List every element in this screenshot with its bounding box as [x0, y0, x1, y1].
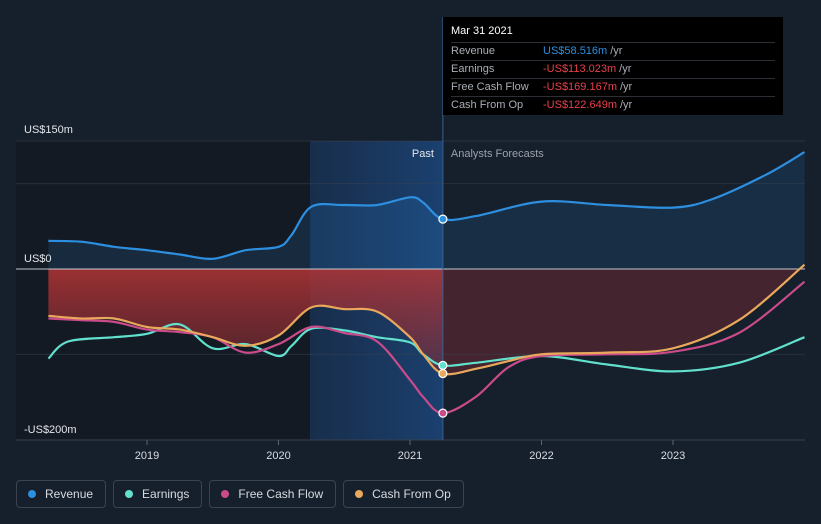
- x-tick-label: 2020: [266, 450, 290, 462]
- tooltip-row-label: Earnings: [451, 63, 495, 75]
- series-marker-earnings: [438, 360, 448, 370]
- legend: Revenue Earnings Free Cash Flow Cash From O…: [16, 480, 464, 508]
- legend-label: Earnings: [142, 487, 190, 501]
- legend-dot-icon: [28, 490, 36, 498]
- legend-item-cash-from-op[interactable]: Cash From Op: [343, 480, 464, 508]
- tooltip-row-unit: /yr: [620, 81, 633, 93]
- y-label-bottom: -US$200m: [24, 424, 77, 436]
- legend-dot-icon: [355, 490, 364, 498]
- series-marker-revenue: [438, 214, 448, 224]
- forecast-label: Analysts Forecasts: [451, 148, 544, 160]
- series-marker-free-cash-flow: [438, 408, 448, 418]
- legend-label: Free Cash Flow: [238, 487, 324, 501]
- legend-item-free-cash-flow[interactable]: Free Cash Flow: [209, 480, 337, 508]
- tooltip-row-label: Free Cash Flow: [451, 81, 529, 93]
- negative-area-forecast: [443, 264, 805, 375]
- legend-item-earnings[interactable]: Earnings: [113, 480, 203, 508]
- tooltip-row: Revenue US$58.516m/yr: [451, 42, 775, 60]
- tooltip-row: Earnings -US$113.023m/yr: [451, 60, 775, 78]
- tooltip-row-label: Cash From Op: [451, 99, 524, 111]
- x-tick-label: 2022: [529, 450, 553, 462]
- series-marker-cash-from-op: [438, 368, 448, 379]
- tooltip-row: Cash From Op -US$122.649m/yr: [451, 96, 775, 114]
- tooltip-row-unit: /yr: [620, 99, 633, 111]
- series-line-free-cash-flow: [48, 280, 806, 415]
- y-label-top: US$150m: [24, 124, 73, 136]
- tooltip-row-unit: /yr: [619, 63, 632, 75]
- tooltip-row-value: -US$113.023m: [543, 63, 617, 75]
- legend-dot-icon: [221, 490, 230, 498]
- x-tick-label: 2023: [661, 450, 685, 462]
- legend-item-revenue[interactable]: Revenue: [16, 480, 107, 508]
- tooltip-row-value: US$58.516m: [543, 45, 608, 57]
- tooltip-row: Free Cash Flow -US$169.167m/yr: [451, 78, 775, 96]
- series-line-cash-from-op: [48, 263, 806, 376]
- revenue-area: [48, 152, 805, 269]
- tooltip-date: Mar 31 2021: [451, 25, 513, 37]
- negative-area-past: [48, 269, 443, 374]
- tooltip-row-unit: /yr: [610, 45, 623, 57]
- tooltip-row-label: Revenue: [451, 45, 496, 57]
- x-tick-label: 2021: [398, 450, 422, 462]
- y-label-zero: US$0: [24, 253, 52, 265]
- legend-dot-icon: [125, 490, 134, 498]
- x-tick-label: 2019: [135, 450, 159, 462]
- legend-label: Revenue: [45, 487, 94, 501]
- tooltip-row-value: -US$169.167m: [543, 81, 617, 93]
- past-label: Past: [412, 148, 434, 160]
- tooltip: Mar 31 2021 Revenue US$58.516m/yr Earnings…: [443, 17, 783, 115]
- legend-label: Cash From Op: [372, 487, 451, 501]
- tooltip-row-value: -US$122.649m: [543, 99, 617, 111]
- series-line-revenue: [48, 151, 806, 260]
